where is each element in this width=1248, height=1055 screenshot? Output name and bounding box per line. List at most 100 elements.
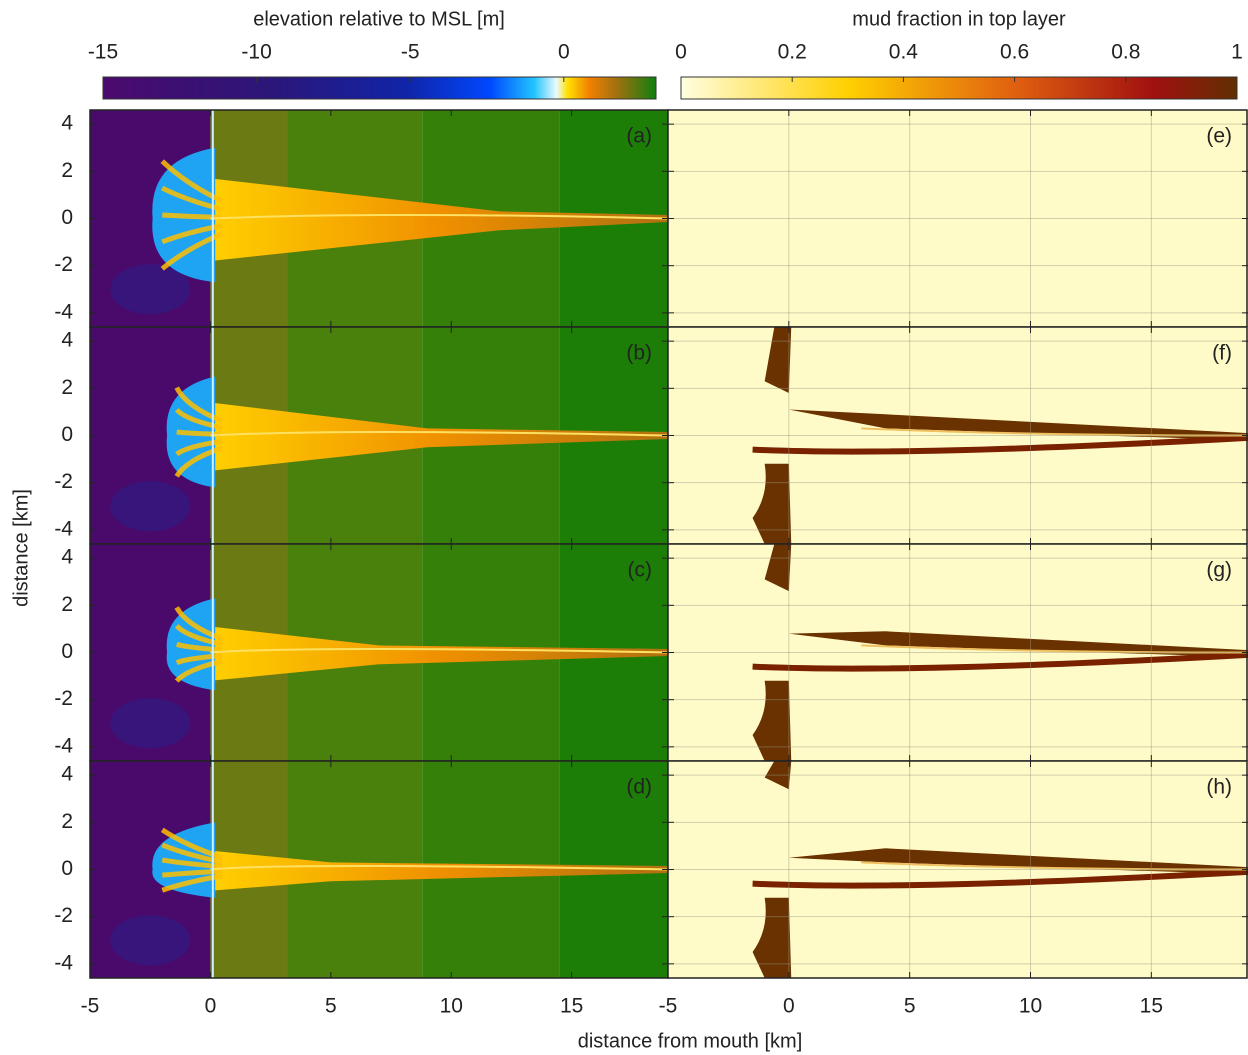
y-tick-label: 2 xyxy=(61,810,73,833)
delta-bar xyxy=(162,868,223,878)
y-tick-label: 0 xyxy=(61,640,73,663)
x-axis-label: distance from mouth [km] xyxy=(578,1030,803,1052)
delta-bar xyxy=(174,624,223,647)
colorbar-tick-label: 0.2 xyxy=(778,41,807,64)
mud-patch xyxy=(752,897,792,978)
panel: (e) xyxy=(667,109,1248,328)
y-tick-label: -2 xyxy=(54,687,73,710)
colorbar-tick-label: 1 xyxy=(1231,41,1243,64)
mud-channel xyxy=(752,868,1248,889)
panel-label: (a) xyxy=(626,125,652,148)
mud-line xyxy=(861,644,1248,654)
x-tick-label: 5 xyxy=(904,995,916,1018)
x-tick-label: 10 xyxy=(440,995,463,1018)
y-tick-label: 4 xyxy=(61,112,73,135)
y-tick-label: -4 xyxy=(54,951,73,974)
panel-label: (f) xyxy=(1212,342,1232,365)
mud-channel xyxy=(788,631,1248,658)
delta-bar xyxy=(174,445,224,478)
background xyxy=(668,110,1248,327)
mud-patch xyxy=(752,680,792,761)
delta-bar xyxy=(175,641,223,653)
y-tick-label: 2 xyxy=(61,593,73,616)
delta-bar xyxy=(161,185,224,212)
colorbar xyxy=(680,76,1238,100)
y-tick-label: 4 xyxy=(61,546,73,569)
y-tick-label: -2 xyxy=(54,904,73,927)
y-tick-label: -4 xyxy=(54,517,73,540)
panel: (c) xyxy=(89,543,669,762)
panel: (g) xyxy=(667,543,1248,762)
deep-patch xyxy=(110,481,191,532)
colorbar xyxy=(102,76,657,100)
y-tick-label: 4 xyxy=(61,763,73,786)
panel-image xyxy=(90,110,668,327)
delta-bar xyxy=(176,429,223,437)
panel-image xyxy=(668,761,1248,978)
panel-image xyxy=(90,544,668,761)
delta-bar xyxy=(160,231,224,271)
mud-line xyxy=(861,427,1248,437)
mud-channel xyxy=(752,434,1248,455)
channel-line xyxy=(210,864,668,871)
deep-patch xyxy=(110,915,191,966)
delta-bar xyxy=(160,827,224,860)
y-tick-label: -2 xyxy=(54,470,73,493)
channel xyxy=(210,178,668,261)
x-tick-label: 15 xyxy=(560,995,583,1018)
panel-label: (h) xyxy=(1206,776,1232,799)
delta-bar xyxy=(161,842,223,865)
panel-image xyxy=(668,110,1248,327)
x-tick-label: 0 xyxy=(783,995,795,1018)
panel-label: (c) xyxy=(628,559,653,582)
y-tick-label: 2 xyxy=(61,376,73,399)
x-tick-label: 5 xyxy=(325,995,337,1018)
delta-bar xyxy=(161,873,223,893)
x-tick-label: 15 xyxy=(1140,995,1163,1018)
panel-label: (b) xyxy=(626,342,652,365)
panel: (a) xyxy=(89,109,669,328)
channel xyxy=(210,850,668,891)
mud-patch xyxy=(764,544,792,592)
channel xyxy=(210,626,668,681)
channel-line xyxy=(210,213,668,220)
delta-bar xyxy=(161,857,223,870)
panel-image xyxy=(90,761,668,978)
x-tick-label: 0 xyxy=(205,995,217,1018)
delta-bar xyxy=(175,438,223,457)
panel-image xyxy=(668,544,1248,761)
panel-label: (d) xyxy=(626,776,652,799)
colorbar-tick-label: 0 xyxy=(675,41,687,64)
channel-line xyxy=(210,647,668,654)
x-tick-label: -5 xyxy=(81,995,100,1018)
channel-line xyxy=(210,430,668,437)
colorbar-tick-label: 0.6 xyxy=(1000,41,1029,64)
delta-bar xyxy=(175,653,223,665)
panel: (f) xyxy=(667,326,1248,545)
panel: (b) xyxy=(89,326,669,545)
colorbar-label: elevation relative to MSL [m] xyxy=(253,8,505,30)
delta-bar xyxy=(160,159,224,204)
colorbar-tick-label: -15 xyxy=(88,41,118,64)
deep-patch xyxy=(110,264,191,315)
x-tick-label: 10 xyxy=(1019,995,1042,1018)
panel-label: (e) xyxy=(1206,125,1232,148)
y-tick-label: 4 xyxy=(61,329,73,352)
deep-patch xyxy=(110,698,191,749)
channel xyxy=(210,402,668,471)
colorbar-tick-label: 0.8 xyxy=(1111,41,1140,64)
colorbar-tick-label: -10 xyxy=(241,41,271,64)
y-tick-label: 0 xyxy=(61,857,73,880)
panel: (h) xyxy=(667,760,1248,979)
mud-patch xyxy=(764,327,792,394)
panel-image xyxy=(668,327,1248,544)
y-tick-label: -4 xyxy=(54,300,73,323)
mud-channel xyxy=(752,651,1248,672)
x-tick-label: -5 xyxy=(659,995,678,1018)
y-tick-label: 0 xyxy=(61,206,73,229)
mud-channel xyxy=(788,848,1248,875)
y-tick-label: -2 xyxy=(54,253,73,276)
delta-bar xyxy=(174,606,224,642)
y-tick-label: 0 xyxy=(61,423,73,446)
